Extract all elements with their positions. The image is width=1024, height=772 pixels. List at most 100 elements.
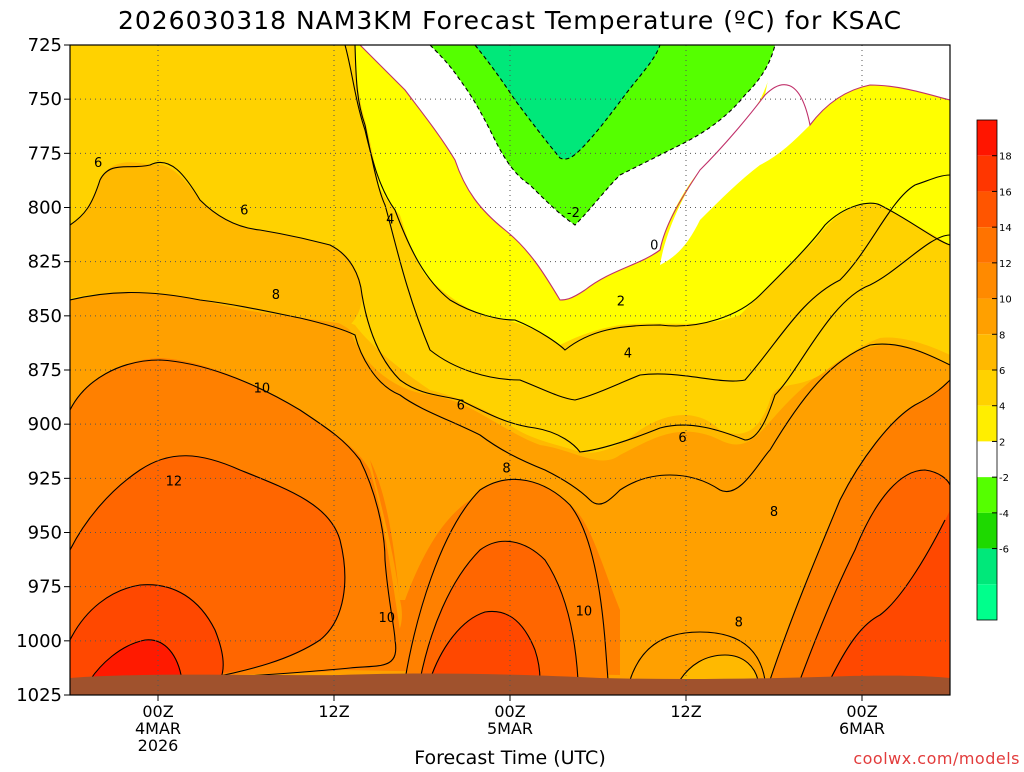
contour-line-12-right — [799, 469, 950, 681]
legend-label: 16 — [999, 187, 1012, 198]
band-14-16-mid — [430, 611, 540, 680]
contour-label: 4 — [624, 347, 632, 362]
contour-line-16 — [89, 639, 183, 681]
contour-label: 10 — [254, 381, 271, 396]
legend-swatch — [977, 191, 997, 228]
legend-swatch — [977, 548, 997, 585]
contour-line-8 — [70, 291, 950, 505]
y-tick-label: 775 — [28, 143, 62, 164]
x-axis-label: Forecast Time (UTC) — [414, 747, 605, 768]
y-tick-label: 750 — [28, 89, 62, 110]
contour-label: 8 — [272, 288, 280, 303]
legend-swatch — [977, 370, 997, 406]
band-14-16-right — [830, 510, 950, 680]
legend-label: -6 — [999, 545, 1009, 556]
contour-line-10-mid — [404, 478, 609, 681]
legend-label: -4 — [999, 509, 1009, 520]
contour-line-0 — [359, 45, 950, 301]
legend-swatch — [977, 262, 997, 299]
y-tick-label: 875 — [28, 360, 62, 381]
contour-line-2 — [344, 45, 950, 351]
contour-line-14-mid — [429, 610, 541, 681]
contour-labels: 6 6 4 8 10 12 -2 0 2 4 6 6 8 8 10 10 8 — [94, 156, 778, 630]
contour-line-10 — [70, 359, 397, 679]
contour-line-12-mid — [419, 540, 579, 681]
y-tick-label: 950 — [28, 523, 62, 544]
contour-line-6 — [70, 161, 950, 453]
y-tick-label: 925 — [28, 468, 62, 489]
contour-label: 4 — [386, 212, 394, 227]
legend-label: 2 — [999, 437, 1005, 448]
gridlines — [70, 45, 950, 695]
contour-lines — [70, 45, 950, 681]
contour-line-neg2-outer — [429, 45, 776, 226]
band-4-6-top-left — [70, 45, 385, 240]
contour-line-14-left — [70, 584, 224, 681]
band-lt-neg2 — [475, 45, 660, 160]
contour-label: 12 — [166, 475, 183, 490]
legend-swatch — [977, 155, 997, 192]
legend-label: 12 — [999, 259, 1012, 270]
legend-swatch — [977, 405, 997, 442]
contour-label: 8 — [502, 462, 510, 477]
legend-label: 6 — [999, 366, 1005, 377]
contour-line-4 — [354, 45, 950, 401]
x-tick-label: 5MAR — [487, 719, 533, 738]
legend-swatch — [977, 477, 997, 513]
y-tick-label: 850 — [28, 306, 62, 327]
legend-label: 8 — [999, 330, 1005, 341]
contour-line-10-right — [769, 379, 950, 681]
x-tick-label: 2026 — [138, 736, 179, 755]
legend-swatch — [977, 334, 997, 370]
x-tick-label: 12Z — [670, 702, 701, 721]
contour-label: 6 — [678, 431, 686, 446]
contour-label: 10 — [379, 611, 396, 626]
legend-swatch — [977, 584, 997, 620]
band-14-16-left — [70, 584, 224, 680]
contour-label: 8 — [770, 505, 778, 520]
chart-title: 2026030318 NAM3KM Forecast Temperature (… — [118, 6, 902, 35]
y-axis: 725 750 775 800 825 850 875 900 925 950 975 1000 102… — [16, 35, 70, 706]
legend-label: -2 — [999, 473, 1009, 484]
contour-line-12-left — [70, 455, 346, 679]
contour-label: 6 — [94, 156, 102, 171]
contour-label: 6 — [457, 399, 465, 414]
x-tick-label: 00Z — [142, 702, 173, 721]
x-tick-label: 4MAR — [135, 719, 181, 738]
legend-swatch — [977, 227, 997, 263]
y-tick-label: 900 — [28, 414, 62, 435]
contour-line-8-blob — [629, 631, 766, 681]
legend-label: 14 — [999, 223, 1012, 234]
contour-label: 0 — [650, 238, 658, 253]
contour-label: -2 — [567, 206, 580, 221]
contour-label: 8 — [735, 615, 743, 630]
contour-line-14-right — [829, 519, 946, 681]
band-6-8-right-blob — [680, 655, 758, 680]
legend-label: 4 — [999, 402, 1005, 413]
x-tick-label: 00Z — [494, 702, 525, 721]
color-legend: 18 16 14 12 10 8 6 4 2 -2 -4 -6 — [976, 119, 1012, 621]
credit-text: coolwx.com/models — [853, 749, 1020, 768]
y-tick-label: 1025 — [16, 685, 62, 706]
y-tick-label: 825 — [28, 252, 62, 273]
band-gt16 — [90, 639, 182, 680]
y-tick-label: 975 — [28, 577, 62, 598]
band-6-8-top-left — [70, 162, 362, 325]
legend-swatch — [977, 441, 997, 478]
contour-line-neg2 — [474, 45, 661, 160]
contour-label: 6 — [240, 204, 248, 219]
legend-swatch — [977, 120, 997, 156]
ground-surface — [70, 673, 950, 695]
y-tick-label: 1000 — [16, 631, 62, 652]
legend-label: 10 — [999, 295, 1012, 306]
legend-swatch — [977, 298, 997, 335]
contour-line-6-blob — [679, 654, 759, 681]
band-0-2-right — [660, 45, 950, 265]
y-tick-label: 725 — [28, 35, 62, 56]
legend-label: 18 — [999, 152, 1012, 163]
x-tick-label: 00Z — [846, 702, 877, 721]
legend-swatch — [977, 512, 997, 549]
